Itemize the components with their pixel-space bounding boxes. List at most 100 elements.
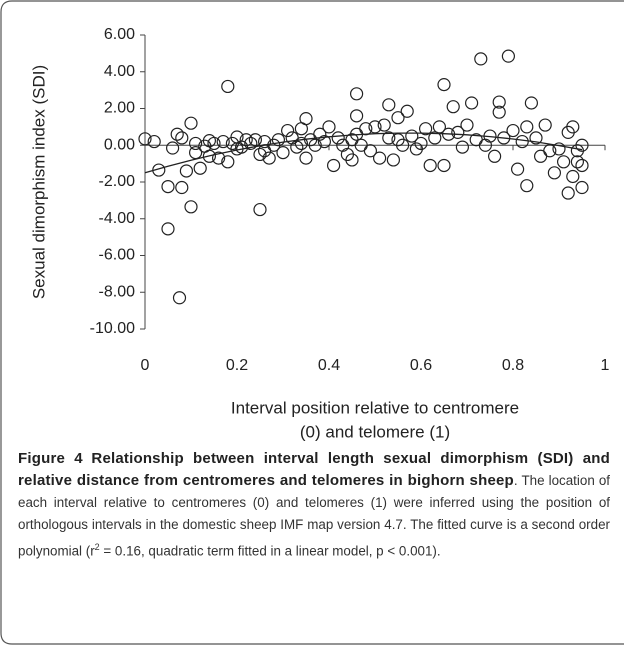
- scatter-point: [386, 153, 400, 167]
- scatter-point: [533, 149, 548, 163]
- scatter-point: [446, 100, 460, 114]
- scatter-point: [547, 166, 562, 180]
- figure-label: Figure 4: [18, 450, 83, 467]
- scatter-point: [258, 134, 272, 149]
- scatter-point: [244, 136, 258, 151]
- scatter-point: [373, 151, 387, 165]
- y-tick-label: 4.00: [104, 63, 135, 80]
- y-tick-label: 6.00: [104, 26, 135, 43]
- scatter-point: [529, 131, 543, 145]
- scatter-point: [317, 134, 331, 149]
- scatter-point: [161, 179, 175, 194]
- scatter-point: [221, 155, 235, 169]
- scatter-point: [552, 142, 566, 156]
- scatter-point: [391, 111, 405, 125]
- scatter-point: [172, 291, 187, 305]
- scatter-point: [299, 112, 313, 126]
- scatter-point: [327, 158, 341, 173]
- scatter-point: [400, 104, 414, 118]
- scatter-point: [207, 136, 221, 151]
- scatter-point: [538, 118, 552, 132]
- scatter-point: [290, 140, 304, 154]
- scatter-point: [184, 116, 198, 130]
- scatter-point: [382, 98, 396, 112]
- scatter-point: [515, 134, 529, 149]
- scatter-point: [322, 120, 336, 134]
- scatter-point: [239, 133, 253, 147]
- scatter-point: [253, 202, 267, 217]
- scatter-point: [566, 169, 580, 184]
- scatter-point: [377, 118, 391, 132]
- scatter-point: [313, 127, 327, 141]
- x-axis-title: (0) and telomere (1): [300, 422, 450, 441]
- y-tick-label: -6.00: [99, 247, 136, 264]
- scatter-point: [179, 164, 193, 178]
- scatter-point: [492, 95, 506, 109]
- scatter-point: [221, 79, 235, 94]
- scatter-point: [189, 136, 203, 151]
- y-tick-label: -4.00: [99, 210, 136, 227]
- scatter-point: [175, 131, 189, 145]
- x-tick-label: 0.6: [410, 357, 432, 374]
- scatter-point: [382, 131, 396, 145]
- scatter-point: [184, 200, 198, 214]
- scatter-point: [294, 136, 308, 151]
- scatter-point: [170, 127, 184, 141]
- scatter-point: [396, 138, 410, 152]
- scatter-point: [510, 162, 525, 176]
- scatter-point: [212, 151, 226, 165]
- scatter-point: [202, 149, 216, 163]
- caption: Figure 4 Relationship between interval l…: [18, 448, 610, 562]
- scatter-point: [520, 120, 534, 134]
- scatter-point: [405, 129, 419, 143]
- x-tick-label: 0.2: [226, 357, 248, 374]
- x-tick-label: 0: [141, 357, 150, 374]
- scatter-point: [161, 222, 175, 236]
- scatter-point: [566, 120, 580, 134]
- x-tick-label: 1: [601, 357, 610, 374]
- scatter-point: [138, 132, 152, 146]
- y-tick-label: -10.00: [90, 320, 135, 337]
- scatter-point: [175, 180, 189, 195]
- scatter-point: [276, 146, 290, 160]
- scatter-point: [570, 144, 585, 158]
- scatter-point: [419, 122, 433, 136]
- y-tick-label: 2.00: [104, 100, 135, 117]
- scatter-point: [414, 136, 428, 151]
- scatter-point: [437, 78, 451, 92]
- scatter-point: [248, 133, 262, 147]
- x-tick-label: 0.4: [318, 357, 340, 374]
- scatter-point: [235, 140, 249, 154]
- scatter-point: [253, 147, 267, 162]
- scatter-point: [506, 123, 520, 138]
- scatter-point: [501, 49, 515, 63]
- scatter-point: [193, 161, 207, 175]
- scatter-point: [428, 131, 442, 145]
- scatter-point: [271, 133, 285, 147]
- x-axis-title: Interval position relative to centromere: [231, 398, 519, 417]
- caption-text: = 0.16, quadratic term fitted in a linea…: [99, 543, 441, 559]
- y-tick-label: 0.00: [104, 136, 135, 153]
- scatter-point: [570, 155, 585, 169]
- scatter-point: [262, 151, 276, 165]
- scatter-point: [556, 155, 571, 169]
- scatter-point: [147, 134, 161, 149]
- scatter-point: [492, 105, 506, 119]
- scatter-point: [575, 158, 589, 173]
- scatter-point: [216, 134, 230, 149]
- scatter-point: [575, 180, 589, 195]
- scatter-point: [166, 141, 180, 155]
- scatter-point: [363, 144, 377, 158]
- scatter-point: [299, 151, 313, 165]
- scatter-point: [451, 125, 465, 139]
- scatter-point: [423, 158, 437, 173]
- scatter-point: [520, 179, 534, 193]
- scatter-point: [488, 149, 502, 163]
- scatter-point: [308, 138, 322, 152]
- scatter-point: [281, 123, 295, 138]
- fit-curve: [144, 132, 583, 174]
- y-axis-title: Sexual dimorphism index (SDI): [29, 65, 48, 299]
- scatter-point: [350, 87, 364, 101]
